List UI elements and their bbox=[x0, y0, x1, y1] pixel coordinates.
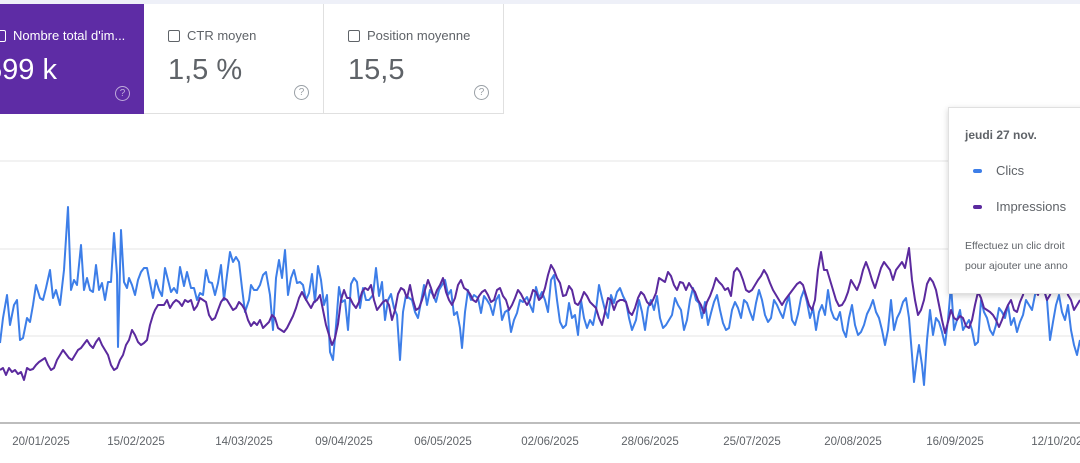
metric-value: 599 k bbox=[0, 54, 57, 86]
tooltip-hint: Effectuez un clic droit pour ajouter une… bbox=[965, 236, 1068, 276]
metric-card-ctr[interactable]: CTR moyen 1,5 % ? bbox=[144, 4, 324, 114]
chart-gridlines bbox=[0, 160, 1080, 337]
metric-cards: Nombre total d'im... 599 k ? CTR moyen 1… bbox=[0, 4, 504, 114]
x-axis-labels: 20/01/2025 15/02/2025 14/03/2025 09/04/2025… bbox=[0, 436, 1080, 452]
metric-card-label: CTR moyen bbox=[168, 28, 256, 43]
tooltip-hint-line: pour ajouter une anno bbox=[965, 260, 1068, 272]
x-axis-tick-label: 12/10/2025 bbox=[1031, 436, 1080, 448]
tooltip-hint-line: Effectuez un clic droit bbox=[965, 240, 1065, 252]
tooltip-item-impressions: Impressions bbox=[973, 199, 1066, 214]
x-axis-tick-label: 09/04/2025 bbox=[315, 436, 373, 448]
clicks-series-line bbox=[0, 206, 1080, 386]
help-icon[interactable]: ? bbox=[115, 86, 130, 101]
x-axis-tick-label: 02/06/2025 bbox=[521, 436, 579, 448]
checkbox-icon[interactable] bbox=[168, 29, 180, 42]
performance-line-chart[interactable] bbox=[0, 150, 1080, 463]
impressions-series-line bbox=[0, 247, 1080, 381]
x-axis-tick-label: 28/06/2025 bbox=[621, 436, 679, 448]
metric-label-text: Position moyenne bbox=[367, 28, 471, 43]
metric-label-text: CTR moyen bbox=[187, 28, 257, 43]
metric-card-label: Position moyenne bbox=[348, 28, 470, 43]
clicks-legend-swatch-icon bbox=[973, 168, 982, 173]
chart-tooltip: jeudi 27 nov. Clics Impressions Effectue… bbox=[948, 107, 1080, 294]
metric-card-position[interactable]: Position moyenne 15,5 ? bbox=[324, 4, 504, 114]
x-axis-tick-label: 20/01/2025 bbox=[12, 436, 70, 448]
x-axis-tick-label: 25/07/2025 bbox=[723, 436, 781, 448]
metric-card-label: Nombre total d'im... bbox=[0, 28, 125, 43]
help-icon[interactable]: ? bbox=[294, 85, 309, 100]
metric-value: 15,5 bbox=[348, 54, 405, 86]
metric-label-text: Nombre total d'im... bbox=[13, 28, 126, 43]
metric-card-impressions[interactable]: Nombre total d'im... 599 k ? bbox=[0, 4, 144, 114]
x-axis-tick-label: 20/08/2025 bbox=[824, 436, 882, 448]
top-strip bbox=[0, 0, 1080, 4]
checkbox-icon[interactable] bbox=[0, 29, 6, 42]
tooltip-item-clicks: Clics bbox=[973, 163, 1024, 178]
x-axis-tick-label: 14/03/2025 bbox=[215, 436, 273, 448]
impressions-legend-swatch-icon bbox=[973, 204, 982, 209]
metric-value: 1,5 % bbox=[168, 54, 243, 86]
tooltip-item-label: Clics bbox=[996, 163, 1025, 178]
tooltip-date: jeudi 27 nov. bbox=[965, 128, 1037, 142]
help-icon[interactable]: ? bbox=[474, 85, 489, 100]
tooltip-item-label: Impressions bbox=[996, 199, 1067, 214]
checkbox-icon[interactable] bbox=[348, 29, 360, 42]
x-axis-tick-label: 06/05/2025 bbox=[414, 436, 472, 448]
x-axis-tick-label: 16/09/2025 bbox=[926, 436, 984, 448]
x-axis-tick-label: 15/02/2025 bbox=[107, 436, 165, 448]
